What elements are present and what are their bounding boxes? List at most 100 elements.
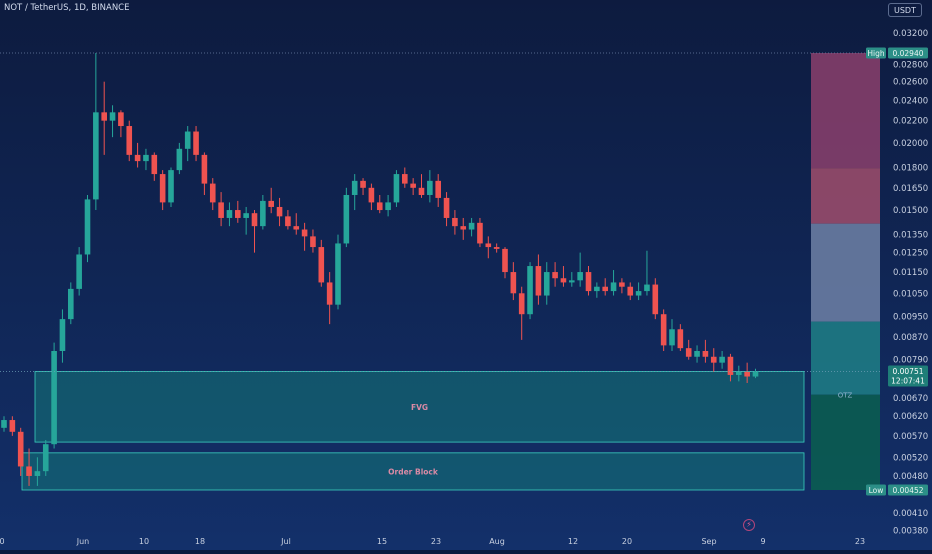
x-tick-label: 18 bbox=[195, 537, 205, 546]
candle-body bbox=[84, 199, 91, 255]
x-tick-label: Aug bbox=[489, 537, 505, 546]
y-tick-label: 0.00410 bbox=[893, 509, 928, 519]
candle-body bbox=[410, 183, 416, 188]
candle-body bbox=[736, 371, 742, 375]
candle-body bbox=[443, 197, 450, 218]
y-tick-label: 0.01350 bbox=[893, 231, 928, 241]
candle-body bbox=[243, 213, 249, 218]
candle-body bbox=[209, 183, 216, 203]
candle-body bbox=[702, 350, 709, 357]
candle-body bbox=[310, 236, 316, 248]
low-marker-value: 0.00452 bbox=[892, 486, 923, 495]
currency-badge[interactable]: USDT bbox=[888, 3, 922, 17]
candle-body bbox=[76, 254, 82, 289]
order-block-box[interactable] bbox=[21, 452, 805, 491]
candle-body bbox=[59, 319, 66, 351]
x-tick-label: 0 bbox=[0, 537, 5, 546]
y-tick-label: 0.00520 bbox=[893, 453, 928, 463]
candle-body bbox=[535, 266, 542, 296]
candle-body bbox=[560, 278, 567, 283]
order-block-box-label: Order Block bbox=[388, 467, 439, 476]
candle-body bbox=[1, 420, 7, 428]
candle-body bbox=[276, 206, 283, 217]
lightning-icon[interactable]: ⚡ bbox=[743, 519, 755, 531]
candle-body bbox=[168, 170, 174, 203]
y-tick-label: 0.01800 bbox=[893, 164, 928, 174]
candle-body bbox=[569, 280, 575, 283]
candle-body bbox=[42, 444, 49, 472]
otz-label: OTZ bbox=[838, 392, 853, 400]
candle-body bbox=[719, 356, 725, 363]
candle-body bbox=[460, 226, 467, 230]
candle-body bbox=[176, 148, 183, 171]
candle-body bbox=[360, 180, 366, 188]
x-tick-label: 23 bbox=[431, 537, 441, 546]
candle-body bbox=[109, 112, 116, 121]
candle-body bbox=[677, 329, 684, 349]
candle-body bbox=[635, 291, 642, 296]
candle-body bbox=[627, 286, 634, 296]
candle-body bbox=[644, 284, 650, 292]
candle-body bbox=[552, 272, 558, 279]
candle-body bbox=[26, 466, 32, 476]
candle-body bbox=[184, 131, 191, 149]
y-tick-label: 0.00570 bbox=[893, 432, 928, 442]
candle-body bbox=[543, 272, 550, 296]
fvg-box-label: FVG bbox=[411, 403, 428, 412]
candle-body bbox=[710, 356, 717, 363]
candle-body bbox=[493, 247, 500, 249]
candle-body bbox=[251, 213, 258, 227]
y-tick-label: 0.01250 bbox=[893, 249, 928, 259]
candle-body bbox=[418, 187, 425, 195]
x-tick-label: 20 bbox=[622, 537, 632, 546]
candle-body bbox=[393, 174, 400, 203]
candle-body bbox=[326, 282, 333, 305]
fib-zone-2 bbox=[811, 168, 880, 224]
candle-body bbox=[510, 272, 517, 294]
candle-body bbox=[527, 266, 533, 315]
x-tick-label: 15 bbox=[377, 537, 387, 546]
symbol-title: NOT / TetherUS, 1D, BINANCE bbox=[4, 3, 130, 13]
y-tick-label: 0.01050 bbox=[893, 289, 928, 299]
fvg-box[interactable] bbox=[34, 371, 805, 443]
fib-zone-1 bbox=[811, 53, 880, 169]
candle-body bbox=[452, 217, 458, 227]
candle-body bbox=[159, 174, 166, 203]
candle-body bbox=[477, 222, 483, 244]
candle-body bbox=[268, 200, 274, 207]
candle-body bbox=[17, 431, 24, 467]
candle-body bbox=[193, 131, 199, 155]
high-marker-tag bbox=[866, 47, 886, 59]
candle-body bbox=[385, 202, 391, 211]
y-tick-label: 0.00620 bbox=[893, 412, 928, 422]
high-marker: High 0.02940 bbox=[866, 47, 928, 59]
candle-body bbox=[652, 284, 659, 315]
candle-body bbox=[660, 314, 667, 346]
candle-body bbox=[351, 180, 358, 195]
candle-body bbox=[68, 288, 74, 320]
high-marker-text: High bbox=[867, 49, 884, 58]
candle-body bbox=[285, 216, 291, 227]
x-tick-label: 9 bbox=[760, 537, 765, 546]
y-tick-label: 0.00480 bbox=[893, 472, 928, 482]
candle-body bbox=[685, 348, 692, 357]
candle-body bbox=[435, 180, 441, 198]
low-marker: Low 0.00452 bbox=[866, 484, 928, 496]
y-tick-label: 0.02400 bbox=[893, 96, 928, 106]
candle-body bbox=[619, 282, 625, 287]
candle-body bbox=[518, 293, 525, 315]
x-tick-label: 12 bbox=[568, 537, 578, 546]
y-tick-label: 0.00380 bbox=[893, 526, 928, 536]
low-marker-tag bbox=[866, 484, 886, 496]
candle-body bbox=[51, 350, 57, 445]
candle-body bbox=[134, 154, 141, 162]
candle-body bbox=[301, 229, 308, 237]
x-tick-label: Sep bbox=[701, 537, 716, 546]
candle-body bbox=[577, 272, 583, 281]
y-tick-label: 0.02200 bbox=[893, 117, 928, 127]
candle-body bbox=[318, 247, 325, 283]
y-tick-label: 0.02600 bbox=[893, 78, 928, 88]
x-tick-label: Jun bbox=[76, 537, 90, 546]
